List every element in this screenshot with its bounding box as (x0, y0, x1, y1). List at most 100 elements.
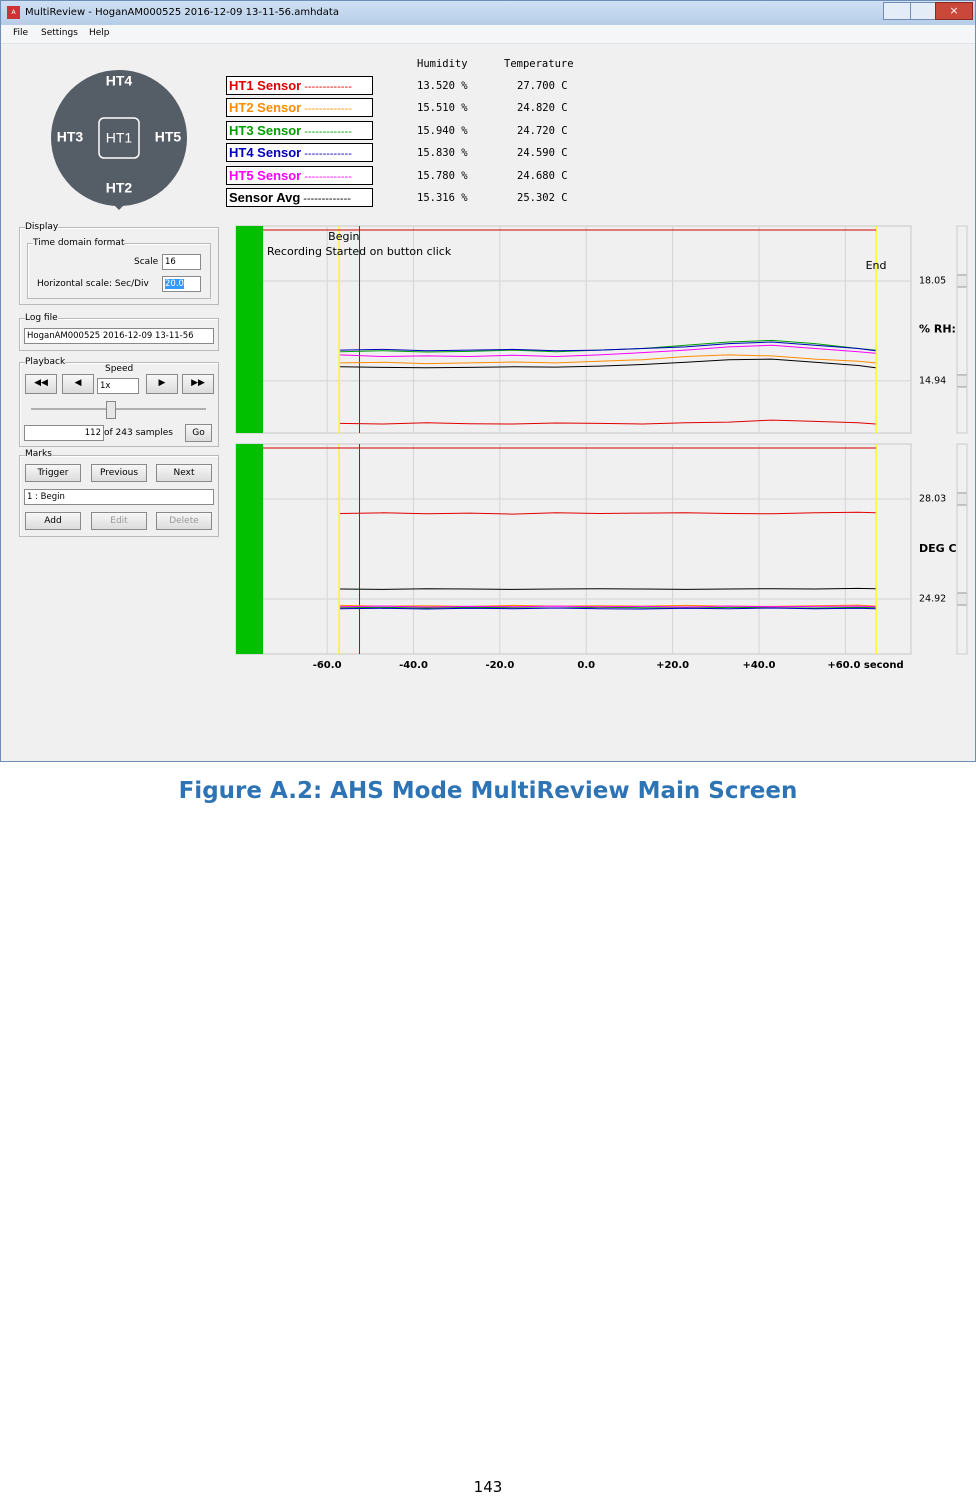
y-tick-label: 28.03 (919, 493, 946, 504)
menu-item[interactable]: Settings (41, 28, 78, 38)
sensor-dashes: ------------- (303, 193, 351, 205)
status-bar (236, 444, 263, 654)
main-canvas: HT4 HT3 HT1 HT5 HT2 14.94 18.05 % RH: Begin… (51, 70, 968, 671)
slider-track (31, 408, 206, 410)
sensor-dashes: ------------- (304, 148, 352, 161)
y-axis-label: DEG C (919, 542, 957, 555)
temperature-value: 24.820 C (517, 102, 568, 115)
plot-area (235, 443, 912, 655)
sensor-label: HT4 (106, 73, 133, 89)
hscale-combo[interactable]: 20.0 (162, 276, 201, 292)
series-line (340, 605, 876, 608)
series-line (340, 341, 876, 352)
window-title: MultiReview - HoganAM000525 2016-12-09 1… (25, 7, 339, 18)
sensor-name: HT5 Sensor (229, 167, 302, 183)
field-label: Scale (134, 257, 159, 267)
rewind-button[interactable]: ◀◀ (25, 374, 57, 394)
slider-thumb[interactable] (106, 401, 116, 419)
y-tick-label: 18.05 (919, 275, 946, 286)
x-tick-label: -60.0 (313, 660, 342, 671)
field-label: Speed (105, 364, 134, 374)
scroll-thumb (956, 592, 968, 606)
log-file-combo[interactable]: HoganAM000525 2016-12-09 13-11-56 (24, 328, 214, 344)
series-line (340, 607, 876, 610)
sensor-row: HT5 Sensor ------------- (226, 165, 373, 185)
menu-item[interactable]: Help (89, 28, 110, 38)
temperature-value: 24.680 C (517, 169, 568, 182)
display-group (19, 227, 219, 305)
scrollbar (956, 443, 968, 655)
temperature-value: 25.302 C (517, 192, 568, 204)
sensor-dashes: ------------- (304, 103, 352, 116)
sensor-row: HT1 Sensor ------------- (226, 76, 373, 95)
delete-button[interactable]: Delete (156, 512, 212, 530)
y-tick-label: 14.94 (919, 375, 946, 386)
temperature-value: 24.590 C (517, 147, 568, 160)
figure-caption: Figure A.2: AHS Mode MultiReview Main Sc… (178, 778, 798, 804)
trigger-button[interactable]: Trigger (25, 464, 81, 482)
sensor-row: Sensor Avg ------------- (226, 188, 373, 207)
series-line (340, 358, 876, 369)
x-tick-label: -20.0 (485, 660, 514, 671)
field-label: Horizontal scale: Sec/Div (37, 279, 149, 289)
group-title: Time domain format (33, 238, 125, 248)
x-tick-label: +40.0 (742, 660, 775, 671)
app-window: A MultiReview - HoganAM000525 2016-12-09… (0, 0, 976, 762)
sensor-pointer (113, 204, 125, 210)
close-button[interactable]: × (935, 2, 973, 20)
series-line (340, 511, 876, 515)
humidity-value: 13.520 % (417, 80, 468, 92)
menu-item[interactable]: File (13, 28, 29, 38)
sensor-label: HT2 (106, 180, 133, 196)
series-line (340, 344, 876, 358)
scroll-thumb (956, 374, 968, 388)
speed-combo[interactable]: 1x (97, 378, 139, 394)
marks-combo[interactable]: 1 : Begin (24, 489, 214, 505)
scale-combo[interactable]: 16 (162, 254, 201, 270)
scrollbar (956, 225, 968, 434)
sensor-name: HT4 Sensor (229, 145, 302, 161)
sensor-name: HT3 Sensor (229, 122, 302, 138)
marker-label: End (866, 259, 887, 272)
center-sensor-box (98, 117, 140, 159)
scroll-thumb (956, 492, 968, 506)
sensor-row: HT4 Sensor ------------- (226, 143, 373, 163)
back-button[interactable]: ◀ (62, 374, 94, 394)
menu-bar: File Settings Help (1, 25, 975, 44)
edit-button[interactable]: Edit (91, 512, 147, 530)
sensor-dashes: ------------- (304, 81, 352, 93)
temperature-value: 24.720 C (517, 124, 568, 137)
play-button[interactable]: ▶ (146, 374, 178, 394)
sensor-name: HT2 Sensor (229, 100, 302, 116)
marker-label: Begin (328, 230, 359, 243)
go-button[interactable]: Go (185, 424, 212, 442)
marks-group (19, 455, 219, 537)
scroll-thumb (956, 274, 968, 288)
sensor-row: HT3 Sensor ------------- (226, 120, 373, 140)
sample-count: of 243 samples (104, 428, 173, 438)
annotation: Recording Started on button click (267, 245, 452, 258)
sensor-name: Sensor Avg (229, 190, 301, 205)
column-header: Temperature (504, 58, 574, 70)
add-button[interactable]: Add (25, 512, 81, 530)
app-icon: A (7, 6, 20, 19)
sensor-name: HT1 Sensor (229, 78, 302, 93)
sample-input[interactable]: 112 (24, 425, 104, 441)
page-number: 143 (473, 1478, 503, 1496)
sensor-row: HT2 Sensor ------------- (226, 98, 373, 118)
previous-button[interactable]: Previous (91, 464, 147, 482)
next-button[interactable]: Next (156, 464, 212, 482)
group-title: Playback (25, 357, 66, 367)
y-axis-label: % RH: (919, 323, 956, 336)
selected-value: 20.0 (165, 279, 184, 289)
series-line (340, 354, 876, 365)
plot-area (235, 225, 912, 434)
sensor-label: HT1 (106, 130, 133, 146)
forward-button[interactable]: ▶▶ (182, 374, 214, 394)
sensor-dashes: ------------- (304, 125, 352, 138)
group-title: Marks (25, 449, 52, 459)
humidity-value: 15.316 % (417, 192, 468, 204)
humidity-value: 15.510 % (417, 102, 468, 115)
series-line (340, 587, 876, 590)
